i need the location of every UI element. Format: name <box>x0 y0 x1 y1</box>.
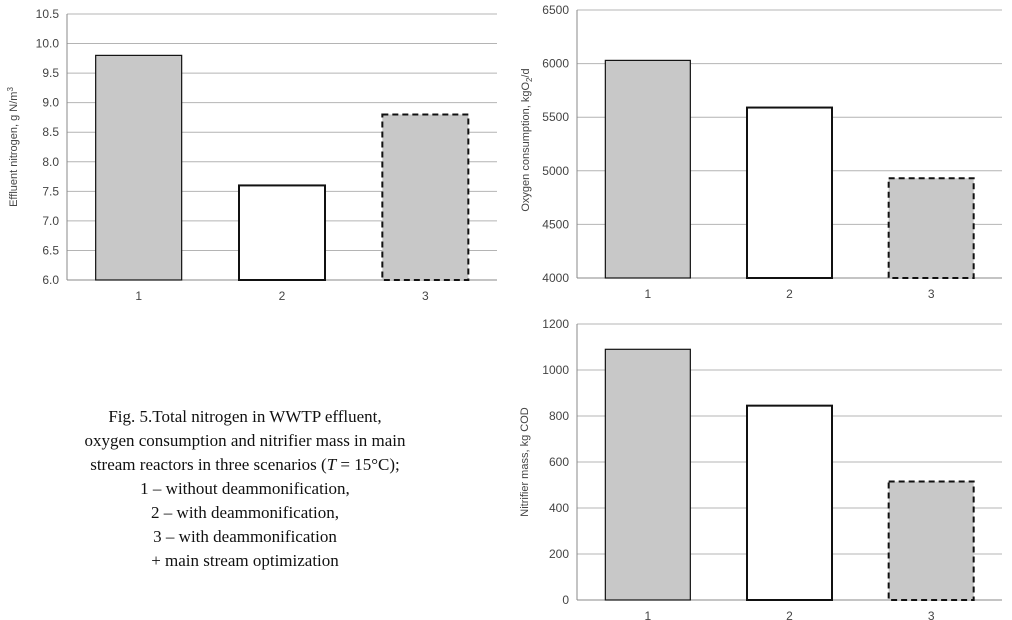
effluent-nitrogen-chart-svg: 6.0 6.5 7.0 7.5 8.0 8.5 9.0 9.5 10.0 10.5 1 2 3 Efflu… <box>6 7 497 303</box>
caption-temperature-var: T <box>326 455 337 474</box>
oxygen-bar-2 <box>746 106 833 279</box>
oxygen-y-tick-label: 6000 <box>542 57 569 71</box>
nitrifier-y-tick-label: 800 <box>549 409 569 423</box>
nitrogen-y-tick-label: 8.5 <box>42 125 59 139</box>
nitrogen-y-tick-label: 9.0 <box>42 96 59 110</box>
caption-line-6: 3 – with deammonification <box>153 527 337 546</box>
nitrifier-bar-2 <box>746 404 833 602</box>
nitrifier-bar-1 <box>604 348 691 601</box>
nitrogen-y-tick-label: 9.5 <box>42 66 59 80</box>
oxygen-y-tick-label: 4000 <box>542 271 569 285</box>
nitrifier-x-tick-label: 2 <box>786 609 793 620</box>
effluent-nitrogen-chart: 6.0 6.5 7.0 7.5 8.0 8.5 9.0 9.5 10.0 10.5 1 2 3 Efflu… <box>0 0 500 305</box>
nitrifier-mass-chart-svg: 0 200 400 600 800 1000 1200 1 2 3 Nitrifier mass, … <box>519 317 1002 620</box>
oxygen-bar-1 <box>604 59 691 279</box>
nitrifier-y-tick-label: 400 <box>549 501 569 515</box>
nitrifier-x-tick-label: 1 <box>644 609 651 620</box>
caption-line-1: Fig. 5.Total nitrogen in WWTP effluent, <box>108 407 382 426</box>
nitrifier-y-tick-label: 600 <box>549 455 569 469</box>
oxygen-consumption-chart: 4000 4500 5000 5500 6000 6500 1 2 3 Oxygen consum… <box>505 0 1005 305</box>
nitrogen-y-tick-label: 8.0 <box>42 155 59 169</box>
oxygen-x-tick-label: 3 <box>928 287 935 301</box>
caption-line-3: stream reactors in three scenarios (T = … <box>10 453 480 477</box>
caption-line-7: + main stream optimization <box>151 551 339 570</box>
oxygen-x-tick-label: 2 <box>786 287 793 301</box>
nitrogen-y-tick-label: 7.5 <box>42 184 59 198</box>
caption-line-3-pre: stream reactors in three scenarios ( <box>90 455 327 474</box>
nitrogen-x-tick-label: 1 <box>135 289 142 303</box>
nitrogen-bar-1 <box>95 54 183 281</box>
nitrogen-bar-3 <box>381 113 470 281</box>
nitrogen-y-axis-label: Effluent nitrogen, g N/m3 <box>6 87 20 207</box>
caption-line-5: 2 – with deammonification, <box>151 503 339 522</box>
nitrifier-y-tick-label: 200 <box>549 547 569 561</box>
oxygen-consumption-chart-svg: 4000 4500 5000 5500 6000 6500 1 2 3 Oxygen consum… <box>520 3 1002 301</box>
oxygen-y-tick-label: 5000 <box>542 164 569 178</box>
oxygen-y-tick-label: 4500 <box>542 217 569 231</box>
oxygen-y-tick-label: 5500 <box>542 110 569 124</box>
nitrogen-y-tick-label: 6.5 <box>42 243 59 257</box>
nitrogen-y-tick-label: 6.0 <box>42 273 59 287</box>
nitrifier-y-axis-label: Nitrifier mass, kg COD <box>519 407 531 516</box>
caption-line-2: oxygen consumption and nitrifier mass in… <box>84 431 406 450</box>
nitrogen-x-tick-label: 3 <box>422 289 429 303</box>
nitrifier-mass-chart: 0 200 400 600 800 1000 1200 1 2 3 Nitrifier mass, … <box>505 312 1005 620</box>
nitrifier-y-tick-label: 0 <box>562 593 569 607</box>
oxygen-y-axis-label: Oxygen consumption, kgO2/d <box>520 68 534 211</box>
figure-caption: Fig. 5.Total nitrogen in WWTP effluent, … <box>10 405 480 573</box>
oxygen-x-tick-label: 1 <box>644 287 651 301</box>
oxygen-bar-3 <box>887 177 975 279</box>
nitrifier-x-tick-label: 3 <box>928 609 935 620</box>
nitrogen-y-tick-label: 7.0 <box>42 214 59 228</box>
nitrifier-y-tick-label: 1200 <box>542 317 569 331</box>
nitrogen-x-tick-label: 2 <box>279 289 286 303</box>
caption-line-3-post: = 15°C); <box>336 455 400 474</box>
nitrifier-bar-3 <box>887 480 975 601</box>
nitrogen-y-tick-label: 10.0 <box>36 37 60 51</box>
nitrogen-bar-2 <box>238 184 326 281</box>
nitrogen-y-tick-label: 10.5 <box>36 7 60 21</box>
nitrifier-y-tick-label: 1000 <box>542 363 569 377</box>
caption-line-4: 1 – without deammonification, <box>140 479 350 498</box>
oxygen-y-tick-label: 6500 <box>542 3 569 17</box>
